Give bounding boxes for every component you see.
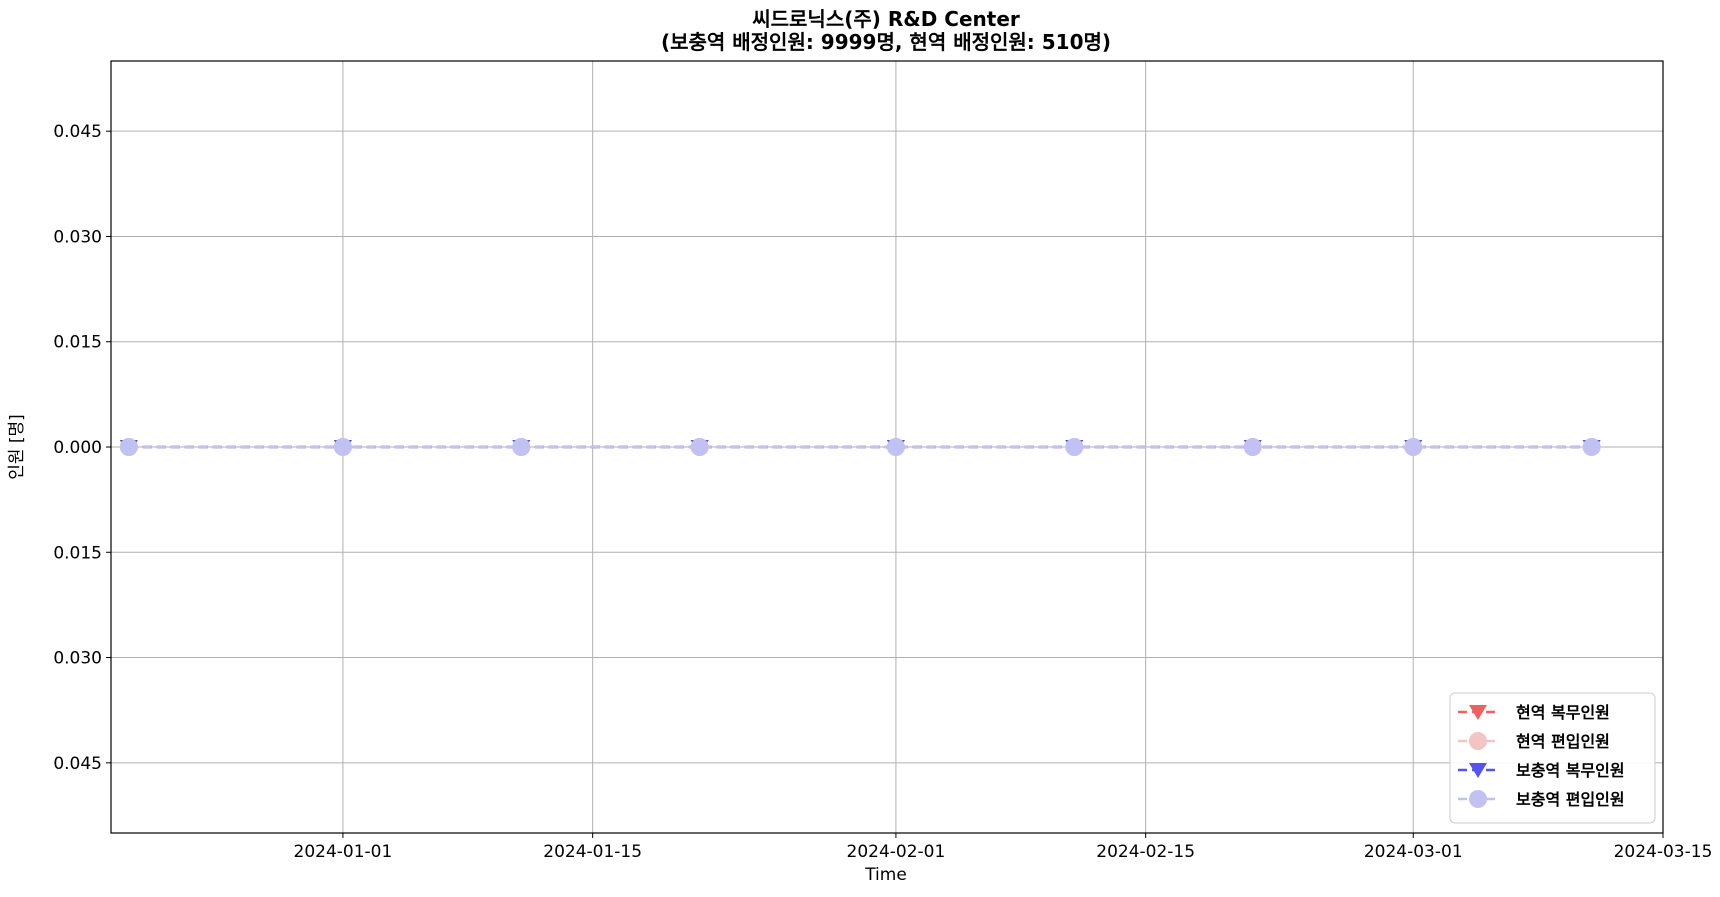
series-point bbox=[886, 438, 905, 456]
series-point bbox=[512, 438, 531, 456]
x-tick-label: 2024-01-01 bbox=[294, 842, 393, 862]
y-tick-label: 0.045 bbox=[53, 122, 102, 142]
series-point bbox=[119, 438, 138, 456]
y-tick-label: 0.015 bbox=[53, 333, 102, 353]
y-axis-ticks: 0.045 0.030 0.015 0.000 0.015 0.030 0.045 bbox=[53, 122, 111, 774]
series-point bbox=[690, 438, 709, 456]
legend-entry: 보충역 편입인원 bbox=[1458, 790, 1625, 809]
chart-title: 씨드로닉스(주) R&D Center bbox=[752, 7, 1020, 31]
series-point bbox=[333, 438, 352, 456]
y-tick-label: 0.045 bbox=[53, 754, 102, 774]
legend-entry: 현역 편입인원 bbox=[1458, 732, 1610, 751]
series-point bbox=[1582, 438, 1601, 456]
x-tick-label: 2024-01-15 bbox=[543, 842, 642, 862]
legend-marker bbox=[1469, 763, 1487, 778]
chart-subtitle: (보충역 배정인원: 9999명, 현역 배정인원: 510명) bbox=[661, 30, 1111, 54]
legend-frame bbox=[1449, 692, 1656, 824]
x-axis-ticks: 2024-01-01 2024-01-15 2024-02-01 2024-02-15… bbox=[294, 833, 1713, 862]
legend-marker bbox=[1469, 705, 1487, 720]
legend-label: 보충역 편입인원 bbox=[1516, 790, 1625, 809]
series-point bbox=[1065, 438, 1084, 456]
x-tick-label: 2024-03-01 bbox=[1364, 842, 1463, 862]
x-tick-label: 2024-02-01 bbox=[847, 842, 946, 862]
y-axis-label: 인원 [명] bbox=[7, 414, 27, 480]
x-tick-label: 2024-03-15 bbox=[1614, 842, 1713, 862]
legend-entry: 현역 복무인원 bbox=[1458, 703, 1610, 722]
y-tick-label: 0.000 bbox=[53, 438, 102, 458]
legend-marker bbox=[1469, 732, 1487, 750]
series-layer bbox=[119, 438, 1601, 456]
legend-label: 현역 복무인원 bbox=[1516, 703, 1610, 722]
y-tick-label: 0.030 bbox=[53, 227, 102, 247]
series-point bbox=[1243, 438, 1262, 456]
y-tick-label: 0.015 bbox=[53, 543, 102, 563]
legend-label: 보충역 복무인원 bbox=[1516, 761, 1625, 780]
x-axis-label: Time bbox=[864, 865, 907, 885]
x-tick-label: 2024-02-15 bbox=[1096, 842, 1195, 862]
legend-label: 현역 편입인원 bbox=[1516, 732, 1610, 751]
series-point bbox=[1404, 438, 1423, 456]
series-4 bbox=[119, 438, 1601, 456]
legend-entry: 보충역 복무인원 bbox=[1458, 761, 1625, 780]
legend-marker bbox=[1469, 790, 1487, 808]
y-tick-label: 0.030 bbox=[53, 649, 102, 669]
